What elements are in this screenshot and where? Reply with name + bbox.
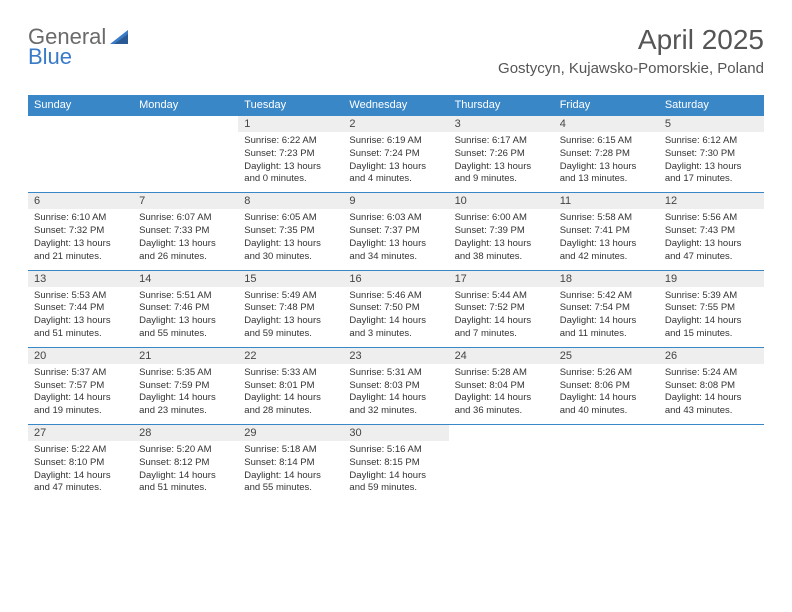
day-detail-cell: Sunrise: 5:51 AMSunset: 7:46 PMDaylight:… (133, 287, 238, 348)
day-detail-row: Sunrise: 5:37 AMSunset: 7:57 PMDaylight:… (28, 364, 764, 425)
day-header: Tuesday (238, 95, 343, 116)
day-number-cell: 12 (659, 193, 764, 210)
day-header: Thursday (449, 95, 554, 116)
day-detail-cell: Sunrise: 5:33 AMSunset: 8:01 PMDaylight:… (238, 364, 343, 425)
day-detail-cell: Sunrise: 6:03 AMSunset: 7:37 PMDaylight:… (343, 209, 448, 270)
day-detail-cell: Sunrise: 5:24 AMSunset: 8:08 PMDaylight:… (659, 364, 764, 425)
header: General April 2025 Gostycyn, Kujawsko-Po… (28, 24, 764, 77)
location-text: Gostycyn, Kujawsko-Pomorskie, Poland (498, 60, 764, 77)
day-number-row: 27282930 (28, 425, 764, 442)
day-number-cell: 10 (449, 193, 554, 210)
day-detail-row: Sunrise: 6:10 AMSunset: 7:32 PMDaylight:… (28, 209, 764, 270)
day-detail-cell: Sunrise: 5:20 AMSunset: 8:12 PMDaylight:… (133, 441, 238, 501)
day-number-cell: 4 (554, 116, 659, 133)
day-header: Saturday (659, 95, 764, 116)
day-detail-cell: Sunrise: 6:07 AMSunset: 7:33 PMDaylight:… (133, 209, 238, 270)
day-number-cell: 9 (343, 193, 448, 210)
day-number-cell: 26 (659, 347, 764, 364)
day-detail-cell: Sunrise: 5:56 AMSunset: 7:43 PMDaylight:… (659, 209, 764, 270)
day-detail-cell: Sunrise: 5:39 AMSunset: 7:55 PMDaylight:… (659, 287, 764, 348)
day-number-cell: 15 (238, 270, 343, 287)
day-detail-cell: Sunrise: 5:22 AMSunset: 8:10 PMDaylight:… (28, 441, 133, 501)
day-number-cell: 14 (133, 270, 238, 287)
day-detail-cell: Sunrise: 5:31 AMSunset: 8:03 PMDaylight:… (343, 364, 448, 425)
day-detail-cell: Sunrise: 5:42 AMSunset: 7:54 PMDaylight:… (554, 287, 659, 348)
day-number-cell (133, 116, 238, 133)
day-number-cell: 8 (238, 193, 343, 210)
day-header: Wednesday (343, 95, 448, 116)
day-number-cell: 2 (343, 116, 448, 133)
day-detail-cell: Sunrise: 5:53 AMSunset: 7:44 PMDaylight:… (28, 287, 133, 348)
day-number-row: 6789101112 (28, 193, 764, 210)
day-number-cell: 18 (554, 270, 659, 287)
day-detail-cell: Sunrise: 6:19 AMSunset: 7:24 PMDaylight:… (343, 132, 448, 193)
day-number-cell: 22 (238, 347, 343, 364)
calendar-table: SundayMondayTuesdayWednesdayThursdayFrid… (28, 95, 764, 501)
day-number-cell: 29 (238, 425, 343, 442)
day-detail-cell: Sunrise: 5:16 AMSunset: 8:15 PMDaylight:… (343, 441, 448, 501)
day-number-row: 12345 (28, 116, 764, 133)
day-detail-cell: Sunrise: 6:05 AMSunset: 7:35 PMDaylight:… (238, 209, 343, 270)
day-detail-cell: Sunrise: 5:37 AMSunset: 7:57 PMDaylight:… (28, 364, 133, 425)
day-header: Sunday (28, 95, 133, 116)
day-detail-cell: Sunrise: 5:44 AMSunset: 7:52 PMDaylight:… (449, 287, 554, 348)
day-number-cell (28, 116, 133, 133)
day-number-cell (449, 425, 554, 442)
day-detail-row: Sunrise: 5:22 AMSunset: 8:10 PMDaylight:… (28, 441, 764, 501)
day-detail-cell (28, 132, 133, 193)
logo-triangle-icon (110, 26, 132, 49)
day-header: Monday (133, 95, 238, 116)
day-detail-cell: Sunrise: 5:49 AMSunset: 7:48 PMDaylight:… (238, 287, 343, 348)
day-number-cell: 23 (343, 347, 448, 364)
day-detail-cell (554, 441, 659, 501)
day-number-row: 13141516171819 (28, 270, 764, 287)
day-detail-row: Sunrise: 5:53 AMSunset: 7:44 PMDaylight:… (28, 287, 764, 348)
day-header-row: SundayMondayTuesdayWednesdayThursdayFrid… (28, 95, 764, 116)
day-number-cell: 21 (133, 347, 238, 364)
day-number-cell: 5 (659, 116, 764, 133)
day-detail-cell (133, 132, 238, 193)
day-number-cell: 25 (554, 347, 659, 364)
day-number-cell: 20 (28, 347, 133, 364)
day-detail-cell (449, 441, 554, 501)
day-number-cell: 13 (28, 270, 133, 287)
day-number-cell: 7 (133, 193, 238, 210)
day-detail-cell (659, 441, 764, 501)
day-number-cell: 24 (449, 347, 554, 364)
day-detail-cell: Sunrise: 6:15 AMSunset: 7:28 PMDaylight:… (554, 132, 659, 193)
day-number-cell: 28 (133, 425, 238, 442)
logo-sub: Blue (28, 44, 72, 70)
day-number-cell: 11 (554, 193, 659, 210)
day-number-row: 20212223242526 (28, 347, 764, 364)
day-detail-cell: Sunrise: 6:10 AMSunset: 7:32 PMDaylight:… (28, 209, 133, 270)
day-detail-cell: Sunrise: 5:26 AMSunset: 8:06 PMDaylight:… (554, 364, 659, 425)
day-detail-cell: Sunrise: 6:22 AMSunset: 7:23 PMDaylight:… (238, 132, 343, 193)
title-block: April 2025 Gostycyn, Kujawsko-Pomorskie,… (498, 24, 764, 77)
logo-text-blue: Blue (28, 44, 72, 69)
day-number-cell: 1 (238, 116, 343, 133)
calendar-body: 12345Sunrise: 6:22 AMSunset: 7:23 PMDayl… (28, 116, 764, 502)
day-number-cell: 19 (659, 270, 764, 287)
day-number-cell: 27 (28, 425, 133, 442)
day-number-cell (659, 425, 764, 442)
day-number-cell: 6 (28, 193, 133, 210)
day-detail-cell: Sunrise: 5:28 AMSunset: 8:04 PMDaylight:… (449, 364, 554, 425)
day-number-cell: 3 (449, 116, 554, 133)
day-number-cell: 17 (449, 270, 554, 287)
day-number-cell (554, 425, 659, 442)
day-header: Friday (554, 95, 659, 116)
day-detail-cell: Sunrise: 6:00 AMSunset: 7:39 PMDaylight:… (449, 209, 554, 270)
day-detail-cell: Sunrise: 6:17 AMSunset: 7:26 PMDaylight:… (449, 132, 554, 193)
day-detail-cell: Sunrise: 5:35 AMSunset: 7:59 PMDaylight:… (133, 364, 238, 425)
day-detail-cell: Sunrise: 5:58 AMSunset: 7:41 PMDaylight:… (554, 209, 659, 270)
day-detail-cell: Sunrise: 6:12 AMSunset: 7:30 PMDaylight:… (659, 132, 764, 193)
day-detail-row: Sunrise: 6:22 AMSunset: 7:23 PMDaylight:… (28, 132, 764, 193)
day-detail-cell: Sunrise: 5:46 AMSunset: 7:50 PMDaylight:… (343, 287, 448, 348)
day-number-cell: 30 (343, 425, 448, 442)
day-number-cell: 16 (343, 270, 448, 287)
day-detail-cell: Sunrise: 5:18 AMSunset: 8:14 PMDaylight:… (238, 441, 343, 501)
month-title: April 2025 (498, 24, 764, 56)
